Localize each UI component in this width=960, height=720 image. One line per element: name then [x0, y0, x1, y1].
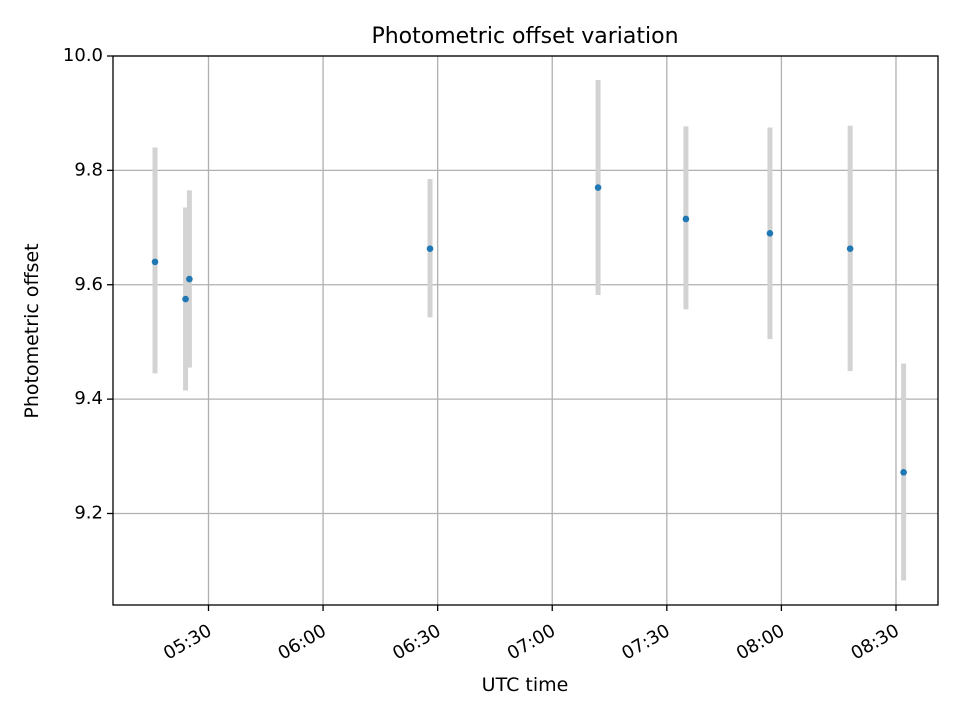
data-point — [594, 184, 602, 191]
data-point — [846, 245, 854, 253]
y-tick-label: 9.4 — [74, 388, 103, 409]
data-point — [151, 258, 159, 266]
x-tick-label: 08:00 — [733, 620, 788, 664]
x-axis-label: UTC time — [482, 674, 569, 696]
data-point — [900, 469, 907, 476]
data-point — [426, 245, 434, 253]
y-tick-label: 9.8 — [74, 159, 103, 180]
chart-title: Photometric offset variation — [371, 24, 678, 49]
grid — [113, 55, 938, 605]
data-point — [682, 215, 690, 223]
x-tick-label: 07:00 — [504, 620, 559, 664]
x-tick-label: 07:30 — [618, 620, 673, 664]
x-tick-label: 06:30 — [389, 620, 444, 664]
y-tick-label: 10.0 — [63, 45, 103, 66]
data-point — [182, 295, 189, 303]
x-tick-label: 06:00 — [275, 620, 330, 664]
plot-frame — [112, 55, 939, 606]
y-axis-label: Photometric offset — [21, 243, 43, 418]
y-axis-ticks: 9.2 9.4 9.6 9.8 10.0 — [63, 45, 113, 524]
data-point — [186, 275, 193, 283]
data-points — [151, 184, 907, 476]
errorbars — [152, 80, 907, 581]
y-tick-label: 9.6 — [74, 274, 103, 295]
x-tick-label: 05:30 — [160, 620, 215, 664]
y-tick-label: 9.2 — [74, 503, 103, 524]
x-tick-label: 08:30 — [847, 620, 902, 664]
x-axis-ticks: 05:30 06:00 06:30 07:00 07:30 08:00 08:30 — [160, 605, 903, 664]
data-point — [766, 229, 774, 237]
